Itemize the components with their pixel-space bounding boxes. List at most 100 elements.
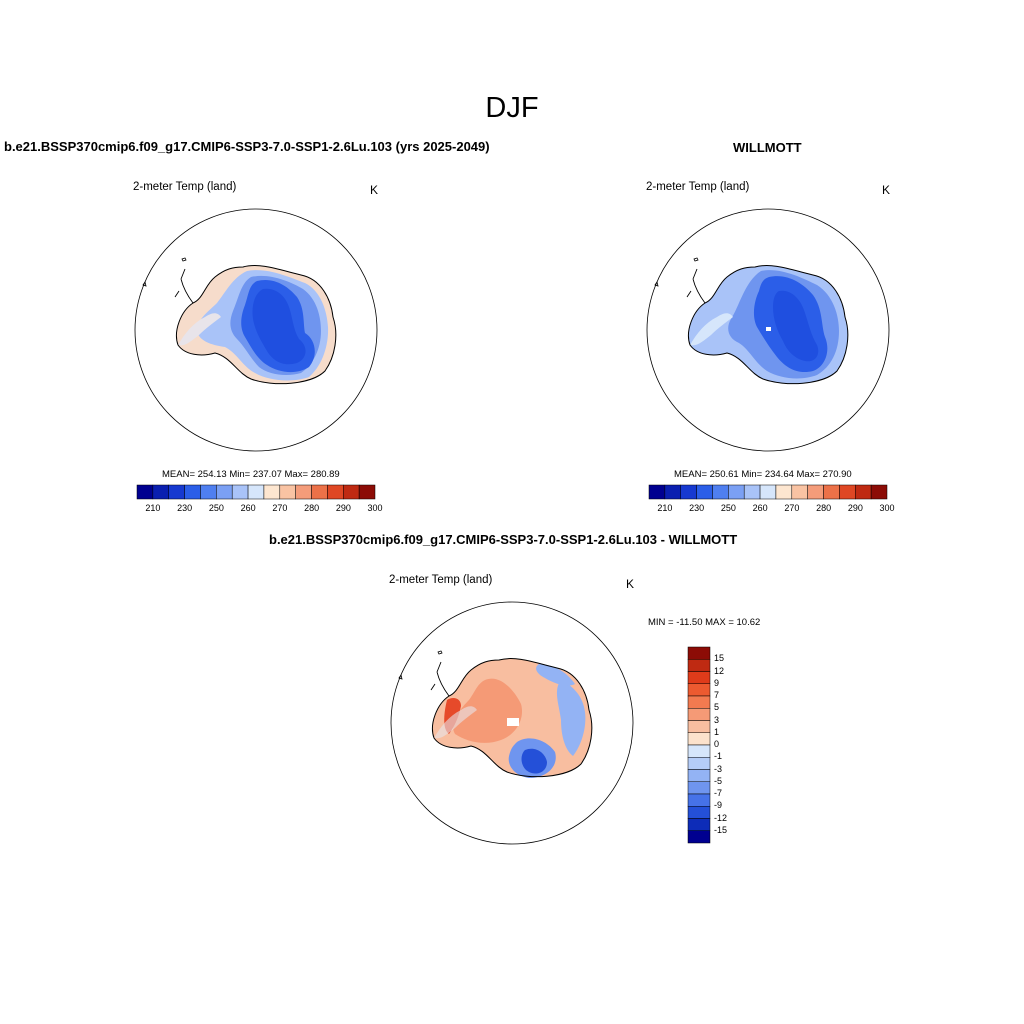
model-colorbar-box [311,484,328,500]
model-colorbar-box [168,484,185,500]
diff-colorbar-box [687,671,711,684]
diff-colorbar-tick-label: 12 [714,665,725,676]
model-colorbar-box [247,484,265,500]
model-colorbar-box [343,484,360,500]
diff-colorbar-labels: 15 12 9 7 5 3 1 0 -1 -3 -5 -7 -9 -12 -15 [714,647,754,843]
model-colorbar-tick-label: 270 [272,503,288,513]
obs-land-white-spot [766,327,771,331]
model-colorbar-labels: 210 230 250 260 270 280 290 300 [137,503,382,515]
obs-units-label: K [882,183,891,197]
diff-colorbar-box [687,732,711,746]
obs-colorbar-tick-label: 270 [784,503,800,513]
diff-colorbar-tick-label: -15 [714,824,728,835]
obs-colorbar-box [870,484,888,500]
obs-colorbar-box [680,484,697,500]
model-colorbar-box [231,484,249,500]
diff-variable-label: 2-meter Temp (land) [389,574,493,586]
model-peninsula [178,313,221,346]
model-colorbar-box [136,484,154,500]
diff-coastline [432,658,593,778]
obs-peninsula [690,313,733,346]
diff-colorbar-box [687,683,711,697]
model-colorbar-box [279,484,296,500]
diff-colorbar-box [687,646,711,660]
diff-land-deep [521,748,547,774]
obs-map-boundary [646,208,890,452]
model-variable-label: 2-meter Temp (land) [133,181,237,193]
diff-units-label: K [626,577,635,591]
model-colorbar-box [200,484,217,500]
model-land-deep-core [252,288,306,365]
diff-colorbar-tick-label: -3 [714,763,723,774]
model-colorbar-tick-label: 280 [304,503,320,513]
obs-colorbar-tick-label: 260 [752,503,768,513]
diff-colorbar-tick-label: 0 [714,739,720,749]
diff-colorbar-tick-label: 15 [714,653,725,664]
obs-colorbar-box [775,484,793,500]
diff-land-white-patch [507,718,519,726]
obs-colorbar-tick-label: 300 [879,503,895,513]
diff-colorbar-box [687,659,711,672]
model-colorbar-tick-label: 260 [240,503,256,513]
obs-colorbar-labels: 210 230 250 260 270 280 290 300 [649,503,894,515]
obs-colorbar-box [855,484,872,500]
obs-colorbar-tick-label: 290 [847,503,863,513]
diff-peninsula [434,706,477,739]
model-coastline [176,265,337,385]
diff-land-warm2 [453,678,523,743]
diff-peninsula-coast [430,661,450,697]
obs-colorbar-box [759,484,777,500]
diff-colorbar-tick-label: -12 [714,812,728,823]
obs-colorbar-box [807,484,824,500]
model-stats: MEAN= 254.13 Min= 237.07 Max= 280.89 [162,469,340,480]
obs-colorbar-box [696,484,713,500]
diff-colorbar-tick-label: -7 [714,788,723,798]
diff-colorbar-box [687,720,711,733]
diff-colorbar-box [687,781,711,795]
obs-colorbar-box [823,484,840,500]
model-units-label: K [370,183,379,197]
diff-colorbar-tick-label: 5 [714,702,720,713]
model-colorbar-tick-label: 300 [367,503,383,513]
model-colorbar-tick-label: 230 [177,503,193,513]
diff-colorbar-box [687,757,711,770]
obs-colorbar-box [743,484,761,500]
obs-colorbar-box [712,484,729,500]
model-colorbar-tick-label: 210 [145,503,161,513]
model-map-boundary [134,208,378,452]
obs-colorbar-tick-label: 230 [689,503,705,513]
model-map [134,208,378,452]
diff-panel-title: b.e21.BSSP370cmip6.f09_g17.CMIP6-SSP3-7.… [269,532,738,547]
diff-colorbar [687,646,711,844]
diff-colorbar-box [687,769,711,782]
model-colorbar-box [184,484,201,500]
diff-land-cool-north [536,664,575,686]
model-colorbar-tick-label: 290 [335,503,351,513]
obs-colorbar-tick-label: 280 [816,503,832,513]
figure-title: DJF [485,92,539,124]
obs-coastline [688,265,849,385]
obs-colorbar-box [728,484,745,500]
model-panel-title: b.e21.BSSP370cmip6.f09_g17.CMIP6-SSP3-7.… [4,139,490,154]
diff-map-boundary [390,601,634,845]
diff-colorbar-tick-label: -5 [714,775,723,786]
obs-colorbar [648,484,888,500]
obs-colorbar-box [839,484,856,500]
model-peninsula-coast [174,268,194,304]
obs-stats: MEAN= 250.61 Min= 234.64 Max= 270.90 [674,469,852,480]
model-colorbar-box [358,484,376,500]
diff-colorbar-box [687,806,711,819]
diff-colorbar-box [687,818,711,831]
model-colorbar-box [152,484,169,500]
diff-colorbar-tick-label: 3 [714,714,720,725]
model-antarctica-land [142,257,337,385]
diff-antarctica-land [398,650,593,778]
obs-colorbar-box [791,484,808,500]
diff-colorbar-tick-label: 1 [714,726,720,737]
diff-land-cool-east [556,680,586,756]
diff-colorbar-box [687,695,711,709]
obs-colorbar-box [664,484,681,500]
model-colorbar-box [216,484,233,500]
obs-variable-label: 2-meter Temp (land) [646,181,750,193]
diff-colorbar-box [687,793,711,807]
